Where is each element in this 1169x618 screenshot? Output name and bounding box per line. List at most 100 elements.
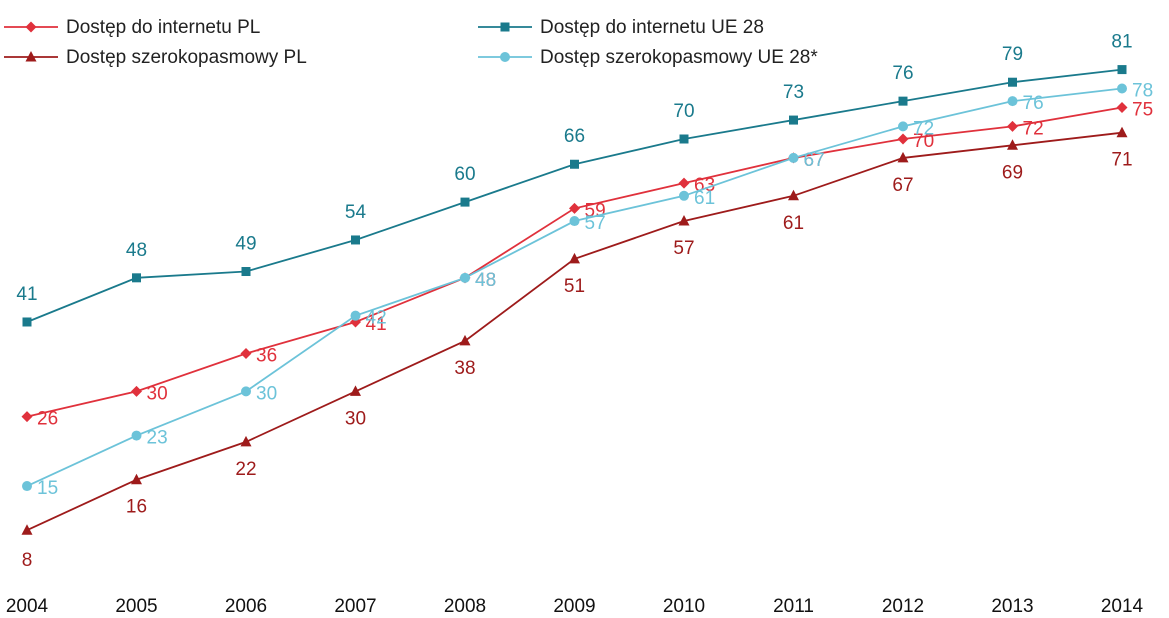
- legend-label: Dostęp szerokopasmowy PL: [66, 47, 307, 68]
- data-label: 57: [673, 238, 694, 259]
- data-point: [897, 133, 909, 145]
- data-point: [679, 134, 689, 144]
- data-label: 73: [783, 82, 804, 103]
- x-tick-label: 2013: [991, 596, 1033, 617]
- data-label: 15: [37, 478, 58, 499]
- x-tick-label: 2008: [444, 596, 486, 617]
- series-line: [26, 131, 1123, 532]
- data-label: 69: [1002, 162, 1023, 183]
- data-point: [351, 235, 360, 245]
- x-tick-label: 2011: [773, 596, 814, 617]
- data-point: [21, 524, 33, 535]
- data-point: [570, 159, 579, 169]
- data-label: 67: [804, 150, 825, 171]
- data-point: [678, 215, 690, 226]
- data-label: 60: [454, 164, 475, 185]
- x-tick-label: 2007: [334, 596, 376, 617]
- data-point: [898, 96, 908, 106]
- data-label: 36: [256, 346, 277, 367]
- data-point: [240, 435, 252, 447]
- data-point: [22, 481, 32, 492]
- data-label: 72: [1023, 118, 1044, 139]
- legend: Dostęp do internetu PL Dostęp do internet…: [4, 17, 818, 68]
- data-label: 70: [913, 131, 934, 152]
- legend-label: Dostęp do internetu UE 28: [540, 17, 764, 38]
- data-label: 26: [37, 409, 58, 430]
- data-point: [569, 216, 580, 227]
- data-label: 30: [345, 408, 366, 429]
- x-tick-label: 2012: [882, 596, 924, 617]
- data-label: 66: [564, 126, 585, 147]
- data-label: 51: [564, 276, 585, 297]
- data-label: 72: [913, 118, 934, 139]
- data-label: 48: [475, 270, 496, 291]
- data-point: [1116, 101, 1128, 113]
- data-label: 23: [147, 428, 168, 449]
- data-label: 41: [16, 284, 37, 305]
- data-point: [569, 252, 580, 264]
- data-label: 79: [1002, 44, 1023, 65]
- data-point: [460, 197, 470, 207]
- data-label: 30: [147, 383, 168, 404]
- data-label: 76: [892, 63, 913, 84]
- legend-label: Dostęp do internetu PL: [66, 17, 260, 38]
- data-point: [1007, 139, 1018, 150]
- data-label: 78: [1132, 81, 1153, 102]
- legend-marker: [500, 52, 510, 62]
- data-point: [788, 152, 799, 163]
- data-label: 81: [1111, 32, 1132, 53]
- data-point: [241, 386, 251, 397]
- data-label: 70: [673, 101, 694, 122]
- legend-marker: [25, 21, 37, 33]
- data-point: [1116, 126, 1128, 138]
- series-3: 8 16 22 30 38 51 57 61 67 69 71: [21, 126, 1133, 571]
- data-point: [789, 115, 798, 125]
- x-tick-label: 2006: [225, 596, 267, 617]
- data-label: 75: [1132, 99, 1153, 120]
- data-point: [1007, 96, 1018, 107]
- data-label: 49: [235, 234, 256, 255]
- data-point: [1007, 120, 1018, 132]
- data-point: [131, 385, 142, 397]
- data-label: 30: [256, 383, 277, 404]
- data-point: [131, 430, 142, 441]
- data-point: [350, 385, 361, 396]
- data-point: [569, 202, 580, 214]
- data-label: 61: [783, 213, 804, 234]
- data-point: [241, 267, 251, 277]
- x-tick-label: 2005: [115, 596, 157, 617]
- data-label: 48: [475, 270, 496, 291]
- legend-label: Dostęp szerokopasmowy UE 28*: [540, 47, 818, 68]
- x-tick-label: 2010: [663, 596, 705, 617]
- data-label: 42: [366, 308, 387, 329]
- data-label: 61: [694, 188, 715, 209]
- data-point: [350, 310, 361, 321]
- data-point: [132, 273, 141, 283]
- legend-item: Dostęp szerokopasmowy UE 28*: [478, 47, 818, 68]
- data-point: [897, 151, 909, 163]
- data-point: [459, 334, 471, 346]
- legend-item: Dostęp do internetu PL: [4, 17, 260, 38]
- data-label: 71: [1111, 150, 1132, 171]
- data-label: 22: [235, 459, 256, 480]
- data-label: 67: [892, 175, 913, 196]
- data-point: [131, 473, 142, 485]
- series-2: 41 48 49 54 60 66 70 73 76 79 81: [16, 32, 1133, 327]
- data-label: 38: [454, 358, 475, 379]
- data-point: [460, 272, 470, 283]
- data-label: 41: [366, 314, 387, 335]
- data-label: 67: [804, 150, 825, 171]
- data-point: [21, 411, 33, 423]
- x-tick-label: 2004: [6, 596, 49, 617]
- x-axis: 2004 2005 2006 2007 2008 2009 2010 2011 2012 2013…: [6, 596, 1144, 617]
- legend-item: Dostęp szerokopasmowy PL: [4, 47, 307, 68]
- data-point: [1117, 65, 1127, 75]
- data-label: 16: [126, 497, 147, 518]
- data-point: [22, 317, 32, 327]
- x-tick-label: 2009: [553, 596, 595, 617]
- legend-marker: [25, 51, 37, 62]
- data-point: [1008, 77, 1017, 87]
- data-point: [898, 121, 908, 132]
